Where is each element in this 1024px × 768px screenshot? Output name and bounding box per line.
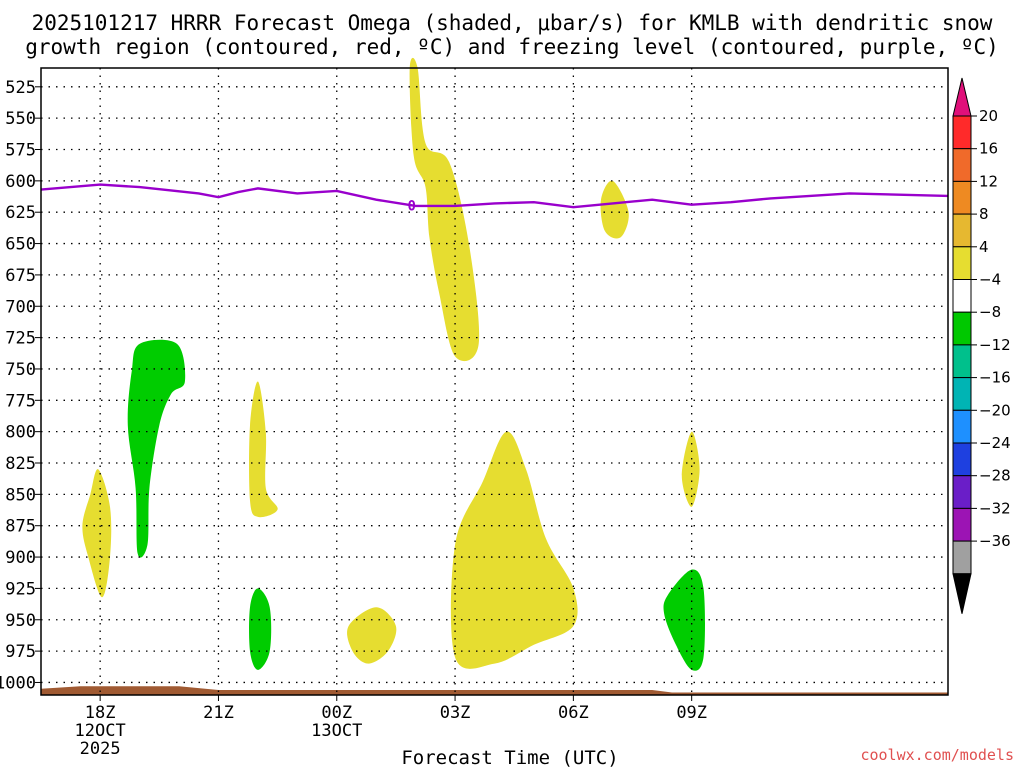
y-tick-label-600: 600 [5, 172, 36, 192]
colorbar-segment-6 [952, 311, 972, 346]
colorbar-label-0: 20 [979, 107, 998, 125]
y-tick-label-875: 875 [5, 517, 36, 537]
y-axis: 525 550 575 600 625 650 675 700 725 750 775 800 825 8… [0, 78, 41, 693]
colorbar-segment-5 [952, 279, 972, 313]
colorbar-bottom-arrow [952, 573, 972, 614]
x-axis-label: Forecast Time (UTC) [401, 747, 618, 768]
y-tick-label-925: 925 [5, 579, 36, 599]
chart-title-line-2: growth region (contoured, red, ºC) and f… [25, 35, 999, 59]
omega-region-downward-motion-c [663, 569, 705, 671]
y-tick-label-800: 800 [5, 423, 36, 443]
colorbar-segment-8 [952, 377, 972, 411]
y-tick-label-825: 825 [5, 454, 36, 474]
colorbar-segment-0 [952, 115, 972, 150]
omega-region-upward-motion-lowlevel-c [450, 431, 578, 669]
colorbar-label-6: −8 [979, 303, 1001, 321]
y-tick-label-575: 575 [5, 141, 36, 161]
colorbar-segment-4 [952, 246, 972, 281]
x-tick-label-06Z: 06Z [558, 703, 589, 723]
omega-region-downward-motion-b [249, 588, 272, 670]
colorbar-label-4: 4 [979, 238, 989, 256]
credit-text: coolwx.com/models [860, 746, 1014, 764]
y-tick-label-950: 950 [5, 611, 36, 631]
colorbar-label-3: 8 [979, 205, 989, 223]
x-tick-label-09Z: 09Z [676, 703, 707, 723]
colorbar-top-arrow [952, 77, 972, 117]
colorbar-label-7: −12 [979, 336, 1011, 354]
y-tick-label-675: 675 [5, 266, 36, 286]
x-tick-date-00Z: 13OCT [311, 721, 362, 741]
colorbar-segment-12 [952, 507, 972, 542]
colorbar: 20 16 12 8 4 −4 −8 −12 −16 −20 −24 −28 −32 −36 [952, 77, 1011, 614]
plot-frame [40, 67, 949, 696]
omega-shading-layer [82, 57, 705, 671]
y-tick-label-750: 750 [5, 360, 36, 380]
colorbar-label-13: −36 [979, 532, 1011, 550]
omega-region-upward-motion-lowlevel-d [347, 607, 397, 664]
colorbar-segment-9 [952, 409, 972, 444]
colorbar-label-11: −28 [979, 467, 1011, 485]
freezing-level-line [40, 183, 949, 209]
x-tick-date-18Z: 12OCT [75, 721, 126, 741]
colorbar-segment-11 [952, 475, 972, 509]
y-tick-label-900: 900 [5, 548, 36, 568]
colorbar-label-2: 12 [979, 172, 998, 190]
y-tick-label-650: 650 [5, 235, 36, 255]
y-tick-label-1000: 1000 [0, 673, 36, 693]
omega-region-upward-motion-lowlevel-b [249, 381, 278, 518]
y-tick-label-775: 775 [5, 391, 36, 411]
colorbar-segment-3 [952, 213, 972, 248]
terrain-fill [41, 686, 948, 695]
y-tick-label-625: 625 [5, 203, 36, 223]
terrain-layer [41, 686, 948, 695]
y-tick-label-975: 975 [5, 642, 36, 662]
x-tick-label-03Z: 03Z [440, 703, 471, 723]
colorbar-label-8: −16 [979, 369, 1011, 387]
colorbar-label-12: −32 [979, 499, 1011, 517]
freezing-level-label: 0 [407, 198, 415, 214]
omega-region-upward-motion-north [409, 57, 480, 362]
colorbar-segment-7 [952, 344, 972, 379]
omega-region-upward-motion-lowlevel-e [681, 431, 700, 507]
colorbar-segment-2 [952, 180, 972, 215]
colorbar-label-10: −24 [979, 434, 1011, 452]
freezing-level-layer: 0 [40, 183, 949, 214]
plot-area: 0 [40, 57, 949, 696]
omega-region-upward-motion-east [600, 180, 629, 239]
omega-region-downward-motion-a [127, 339, 186, 558]
grid-layer [41, 68, 948, 695]
x-tick-label-18Z: 18Z [85, 703, 116, 723]
colorbar-label-1: 16 [979, 140, 998, 158]
y-tick-label-725: 725 [5, 329, 36, 349]
colorbar-label-5: −4 [979, 271, 1001, 289]
colorbar-label-9: −20 [979, 401, 1011, 419]
y-tick-label-550: 550 [5, 109, 36, 129]
y-tick-label-525: 525 [5, 78, 36, 98]
colorbar-segment-13 [952, 540, 972, 575]
omega-region-upward-motion-lowlevel-a [82, 469, 112, 598]
x-tick-year-18Z: 2025 [80, 739, 121, 759]
colorbar-segment-10 [952, 442, 972, 477]
colorbar-segment-1 [952, 148, 972, 182]
chart-title-line-1: 2025101217 HRRR Forecast Omega (shaded, … [32, 11, 993, 35]
x-tick-label-00Z: 00Z [321, 703, 352, 723]
x-tick-label-21Z: 21Z [203, 703, 234, 723]
y-tick-label-700: 700 [5, 297, 36, 317]
y-tick-label-850: 850 [5, 485, 36, 505]
